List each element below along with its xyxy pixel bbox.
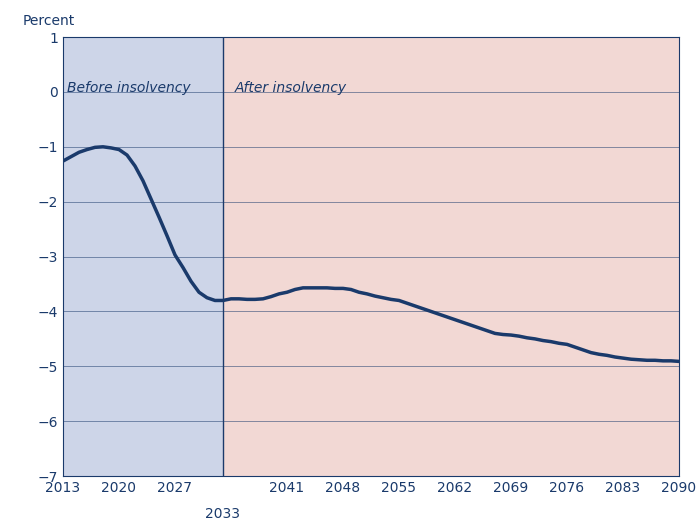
Bar xyxy=(223,37,679,476)
Bar xyxy=(63,37,223,476)
Text: Percent: Percent xyxy=(23,14,75,28)
Text: After insolvency: After insolvency xyxy=(235,81,347,95)
Text: Before insolvency: Before insolvency xyxy=(67,81,190,95)
Text: 2033: 2033 xyxy=(206,507,241,521)
